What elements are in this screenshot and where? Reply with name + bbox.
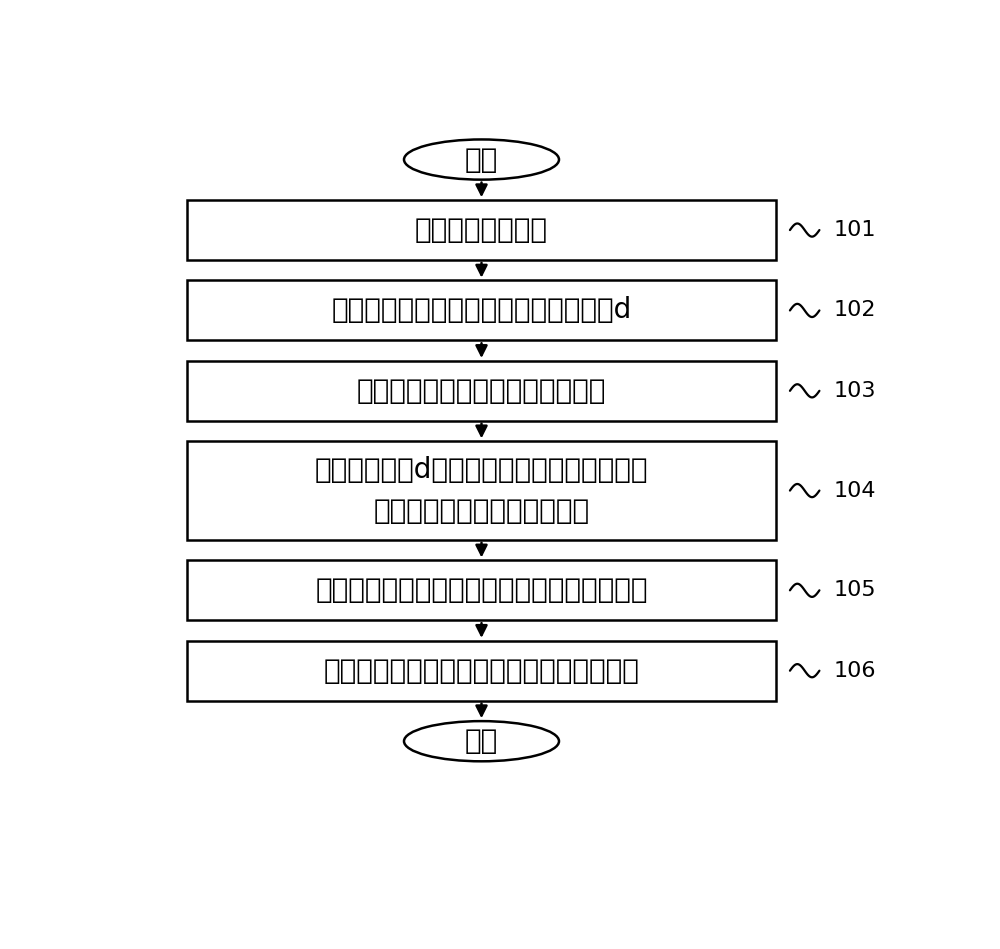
Text: 根据位姿与规划加工区域计算最短距离d: 根据位姿与规划加工区域计算最短距离d [331, 296, 632, 325]
Bar [187, 281, 776, 341]
Text: 104: 104 [833, 480, 876, 500]
Text: 106: 106 [833, 661, 876, 680]
Text: 101: 101 [833, 220, 876, 240]
Bar [187, 361, 776, 420]
Text: 根据最短距离d的不同采用不同的控制策略，
以得到不同的末端的目标速度: 根据最短距离d的不同采用不同的控制策略， 以得到不同的末端的目标速度 [315, 456, 648, 525]
Ellipse shape [404, 140, 559, 179]
Bar [187, 200, 776, 260]
Bar [187, 641, 776, 700]
Text: 105: 105 [833, 581, 876, 601]
Text: 结束: 结束 [465, 727, 498, 755]
Bar [187, 560, 776, 621]
Text: 开始: 开始 [465, 145, 498, 174]
Bar [187, 441, 776, 540]
Text: 根据目标速度和目标加速度控制所述机械臂: 根据目标速度和目标加速度控制所述机械臂 [324, 657, 639, 684]
Text: 根据当前速度和引导力计算末端的目标加速度: 根据当前速度和引导力计算末端的目标加速度 [315, 576, 648, 605]
Text: 获取作用在末端上的引导力并分解: 获取作用在末端上的引导力并分解 [357, 377, 606, 405]
Text: 102: 102 [833, 301, 876, 321]
Ellipse shape [404, 721, 559, 761]
Text: 103: 103 [833, 381, 876, 400]
Text: 获取操作器的位姿: 获取操作器的位姿 [415, 216, 548, 244]
